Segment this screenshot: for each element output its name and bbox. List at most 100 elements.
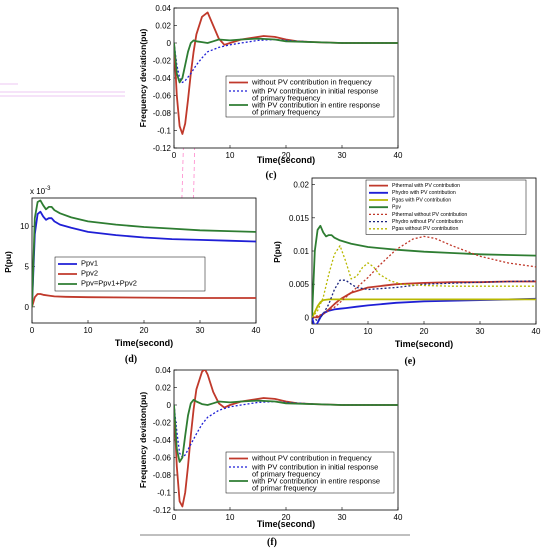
x-tick-label: 40 [394, 151, 403, 160]
legend-label: Pgas without PV contribution [392, 226, 458, 232]
legend-box-d [54, 256, 206, 292]
legend-label: Ppv=Ppv1+Ppv2 [81, 279, 137, 288]
y-tick-label: -0.06 [153, 454, 172, 463]
y-tick-label: 0 [167, 39, 172, 48]
panel-e-label: (e) [404, 356, 415, 367]
x-tick-label: 40 [532, 327, 541, 336]
legend-label: of primar frequency [252, 484, 317, 493]
series-line-d-2 [32, 199, 256, 307]
y-tick-label: 0.02 [155, 384, 171, 393]
x-tick-label: 10 [226, 151, 235, 160]
y-tick-label: 0.04 [155, 4, 171, 13]
y-tick-label: 0.02 [155, 22, 171, 31]
y-tick-label: -0.04 [153, 74, 172, 83]
legend-layer: without PV contribution in frequencywith… [54, 75, 527, 494]
legend-label: with PV contribution in entire response [251, 101, 380, 110]
series-line-e-4 [312, 235, 536, 319]
panel-c-xlabel: Time(second) [257, 155, 315, 165]
x-tick-label: 20 [282, 151, 291, 160]
legend-label: of primary frequency [252, 108, 321, 117]
legend-label: with PV contribution in initial response [251, 463, 378, 472]
panel-d-ylabel: P(pu) [3, 251, 13, 273]
x-tick-label: 0 [30, 326, 35, 335]
series-line-f-2 [174, 398, 398, 463]
y-tick-label: 5 [25, 263, 30, 272]
x-tick-label: 40 [394, 513, 403, 522]
legend-label: Phydro with PV contribution [392, 190, 456, 196]
y-tick-label: -0.08 [153, 471, 172, 480]
series-line-e-5 [312, 279, 536, 322]
legend-label: Ppv [392, 205, 401, 211]
series-line-d-1 [32, 293, 256, 308]
panel-d-exponent-power: -3 [45, 186, 51, 192]
y-tick-label: 0.015 [289, 214, 310, 223]
panel-e-xlabel: Time(second) [395, 339, 453, 349]
series-layer [32, 11, 536, 508]
series-line-e-2 [312, 298, 536, 318]
x-tick-label: 40 [252, 326, 261, 335]
y-tick-label: -0.12 [153, 506, 172, 515]
y-tick-label: 0.01 [293, 247, 309, 256]
legend-label: without PV contribution in frequency [251, 78, 372, 87]
y-tick-label: 0 [25, 303, 30, 312]
y-tick-label: 0.04 [155, 366, 171, 375]
x-tick-label: 0 [172, 513, 177, 522]
legend-label: of primary frequency [252, 94, 321, 103]
legend-label: Phydro without PV contribution [392, 219, 463, 225]
y-tick-label: -0.12 [153, 144, 172, 153]
x-tick-label: 10 [84, 326, 93, 335]
y-tick-label: -0.1 [157, 127, 171, 136]
y-tick-label: 0 [305, 313, 310, 322]
panel-d-exponent-base: x 10 [30, 187, 46, 196]
series-line-d-0 [32, 210, 256, 307]
legend-label: Ppv1 [81, 259, 98, 268]
series-line-e-1 [312, 297, 536, 324]
legend-label: with PV contribution in initial response [251, 87, 378, 96]
x-tick-label: 30 [338, 513, 347, 522]
y-tick-label: -0.02 [153, 419, 172, 428]
series-line-e-3 [312, 224, 536, 318]
left-edge-artifact [0, 83, 125, 97]
legend-label: Pgas with PV contribution [392, 197, 451, 203]
legend-label: without PV contribution in frequency [251, 454, 372, 463]
panel-c-label: (c) [265, 170, 276, 181]
series-line-c-2 [174, 37, 398, 84]
legend-box-c [225, 75, 395, 118]
panel-d-label: (d) [125, 354, 137, 365]
legend-box-e [365, 179, 527, 235]
legend-label: Pthermal with PV contribution [392, 183, 460, 189]
y-tick-label: -0.08 [153, 109, 172, 118]
legend-label: Pthermal without PV contribution [392, 212, 467, 218]
panel-d-xlabel: Time(second) [115, 338, 173, 348]
x-tick-label: 30 [338, 151, 347, 160]
legend-box-f [225, 451, 395, 494]
y-tick-label: -0.1 [157, 489, 171, 498]
y-tick-label: -0.06 [153, 92, 172, 101]
y-tick-label: 10 [20, 222, 29, 231]
y-tick-label: 0.02 [293, 181, 309, 190]
x-tick-label: 10 [226, 513, 235, 522]
x-tick-label: 30 [196, 326, 205, 335]
legend-label: Ppv2 [81, 269, 98, 278]
panel-f-xlabel: Time(second) [257, 519, 315, 529]
x-tick-label: 20 [140, 326, 149, 335]
panel-c-ylabel: Frequency deviation(pu) [138, 28, 148, 127]
panel-e-ylabel: P(pu) [272, 241, 282, 263]
panel-f-label: (f) [267, 537, 277, 548]
x-tick-label: 30 [476, 327, 485, 336]
panel-f-ylabel: Frequency deviaton(pu) [138, 392, 148, 489]
y-tick-label: 0 [167, 401, 172, 410]
y-tick-label: -0.04 [153, 436, 172, 445]
series-line-e-6 [312, 245, 536, 318]
legend-label: of primary frequency [252, 470, 321, 479]
x-tick-label: 0 [310, 327, 315, 336]
legend-label: with PV contribution in entire response [251, 477, 380, 486]
y-tick-label: 0.005 [289, 280, 310, 289]
panel-d-exponent: x 10-3 [30, 186, 51, 196]
ticks-layer: 0 10 20 30 40-0.12-0.1-0.08-0.06-0.04-0.0200… [20, 4, 541, 522]
x-tick-label: 0 [172, 151, 177, 160]
x-tick-label: 10 [364, 327, 373, 336]
y-tick-label: -0.02 [153, 57, 172, 66]
x-tick-label: 20 [420, 327, 429, 336]
x-tick-label: 20 [282, 513, 291, 522]
